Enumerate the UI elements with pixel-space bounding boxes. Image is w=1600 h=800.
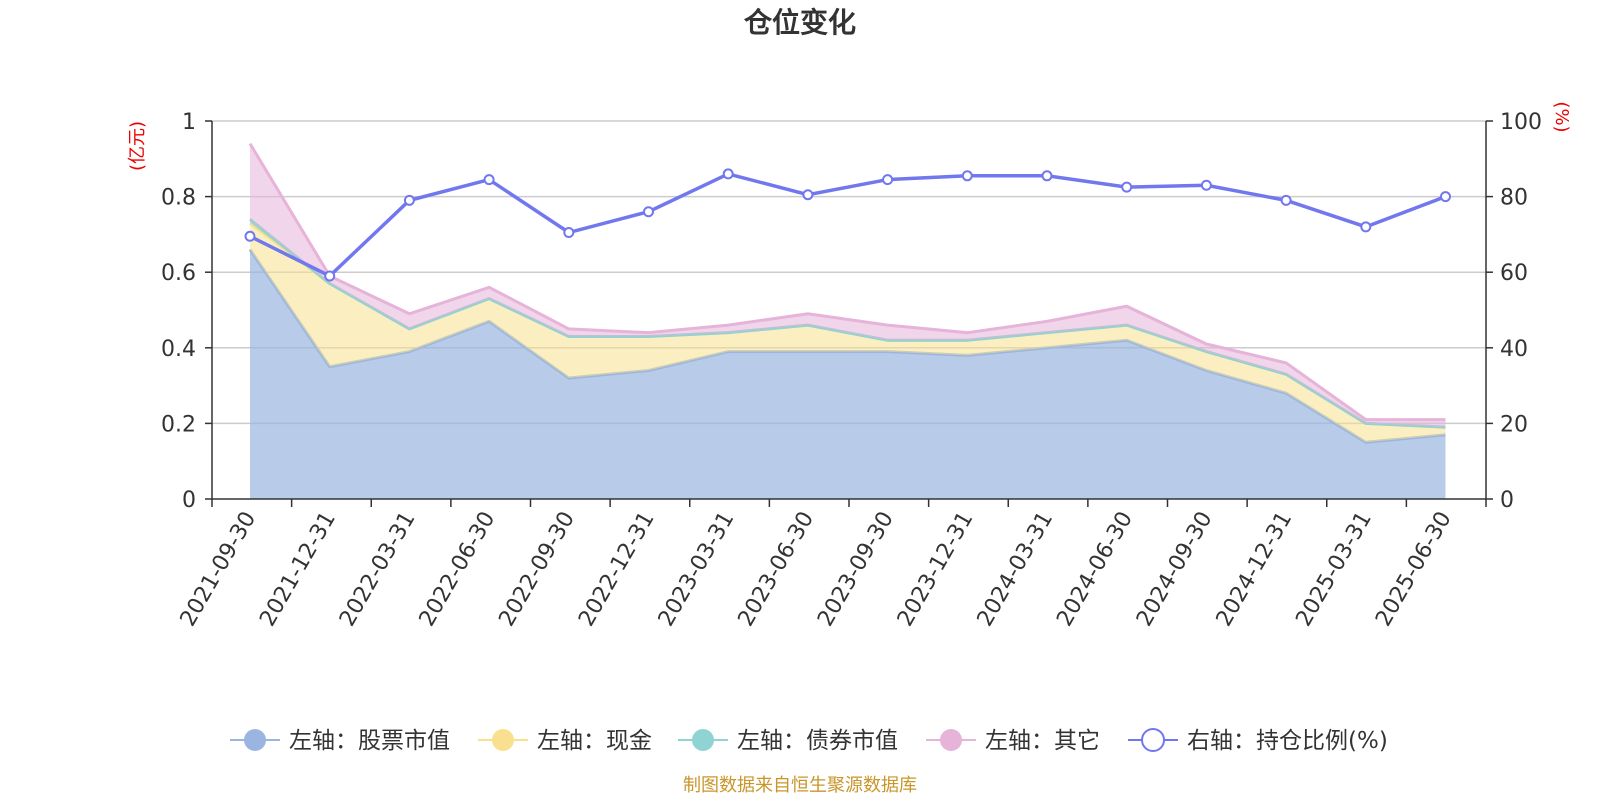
- x-tick-label: 2025-03-31: [1291, 508, 1377, 631]
- x-tick-label: 2023-09-30: [813, 508, 899, 631]
- area-line-4: [248, 142, 1446, 422]
- left-tick-label: 0: [182, 488, 196, 513]
- x-tick-label: 2022-03-31: [335, 508, 421, 631]
- ratio-point: [882, 174, 894, 186]
- legend-item: 左轴：债券市值: [678, 728, 898, 754]
- ratio-point: [722, 168, 734, 180]
- left-tick-label: 0.2: [161, 412, 196, 437]
- ratio-point: [1200, 179, 1212, 191]
- x-tick-label: 2022-06-30: [415, 508, 501, 631]
- legend-label: 左轴：其它: [985, 728, 1100, 754]
- ratio-point: [1041, 170, 1053, 182]
- x-tick-label: 2022-12-31: [574, 508, 660, 631]
- legend: 左轴：股票市值 左轴：现金 左轴：债券市值 左轴：其它 右轴：持仓比例(%): [230, 728, 1388, 754]
- x-tick-label: 2024-12-31: [1212, 508, 1298, 631]
- right-tick-label: 40: [1500, 337, 1528, 362]
- legend-marker: [244, 729, 266, 751]
- chart-title: 仓位变化: [744, 6, 856, 39]
- left-axis-ticks: 0 0.2 0.4 0.6 0.8 1: [161, 110, 212, 513]
- x-tick-label: 2022-09-30: [494, 508, 580, 631]
- ratio-line: [249, 172, 1447, 279]
- x-tick-label: 2023-06-30: [734, 508, 820, 631]
- right-axis-ticks: 0 20 40 60 80 100: [1486, 110, 1542, 513]
- ratio-point: [1280, 194, 1292, 206]
- left-axis-unit: (亿元): [127, 121, 148, 171]
- source-note: 制图数据来自恒生聚源数据库: [683, 775, 917, 796]
- x-tick-label: 2023-12-31: [893, 508, 979, 631]
- legend-marker: [692, 729, 714, 751]
- ratio-point: [1121, 181, 1133, 193]
- line-series: [244, 168, 1451, 282]
- right-axis-unit: (%): [1551, 101, 1572, 132]
- ratio-point: [1440, 191, 1451, 203]
- x-axis-ticks: 2021-09-302021-12-312022-03-312022-06-30…: [176, 499, 1487, 631]
- x-tick-label: 2023-03-31: [654, 508, 740, 631]
- legend-item: 左轴：其它: [926, 728, 1100, 754]
- x-tick-label: 2024-03-31: [973, 508, 1059, 631]
- right-tick-label: 20: [1500, 412, 1528, 437]
- x-tick-label: 2021-12-31: [255, 508, 341, 631]
- ratio-point: [961, 170, 973, 182]
- left-tick-label: 0.8: [161, 186, 196, 211]
- right-tick-label: 100: [1500, 110, 1542, 135]
- legend-label: 左轴：现金: [537, 728, 652, 754]
- ratio-point: [403, 194, 415, 206]
- ratio-point: [1360, 221, 1372, 233]
- ratio-point: [324, 270, 336, 282]
- ratio-point: [483, 174, 495, 186]
- left-tick-label: 0.6: [161, 261, 196, 286]
- right-tick-label: 60: [1500, 261, 1528, 286]
- legend-item: 右轴：持仓比例(%): [1128, 728, 1388, 754]
- x-tick-label: 2024-06-30: [1052, 508, 1138, 631]
- legend-marker: [492, 729, 514, 751]
- area-series: [248, 142, 1446, 499]
- right-tick-label: 0: [1500, 488, 1514, 513]
- legend-label: 左轴：债券市值: [737, 728, 898, 754]
- legend-item: 左轴：现金: [478, 728, 652, 754]
- right-tick-label: 80: [1500, 186, 1528, 211]
- legend-marker: [940, 729, 962, 751]
- legend-label: 右轴：持仓比例(%): [1187, 728, 1388, 754]
- legend-marker: [1141, 728, 1165, 752]
- left-tick-label: 1: [182, 110, 196, 135]
- ratio-point: [563, 227, 575, 239]
- ratio-point: [802, 189, 814, 201]
- area-1: [250, 249, 1446, 499]
- legend-item: 左轴：股票市值: [230, 728, 450, 754]
- left-tick-label: 0.4: [161, 337, 196, 362]
- x-tick-label: 2025-06-30: [1371, 508, 1457, 631]
- legend-label: 左轴：股票市值: [289, 728, 450, 754]
- ratio-point: [244, 230, 256, 242]
- ratio-point: [643, 206, 654, 218]
- x-tick-label: 2024-09-30: [1132, 508, 1218, 631]
- x-tick-label: 2021-09-30: [176, 508, 262, 631]
